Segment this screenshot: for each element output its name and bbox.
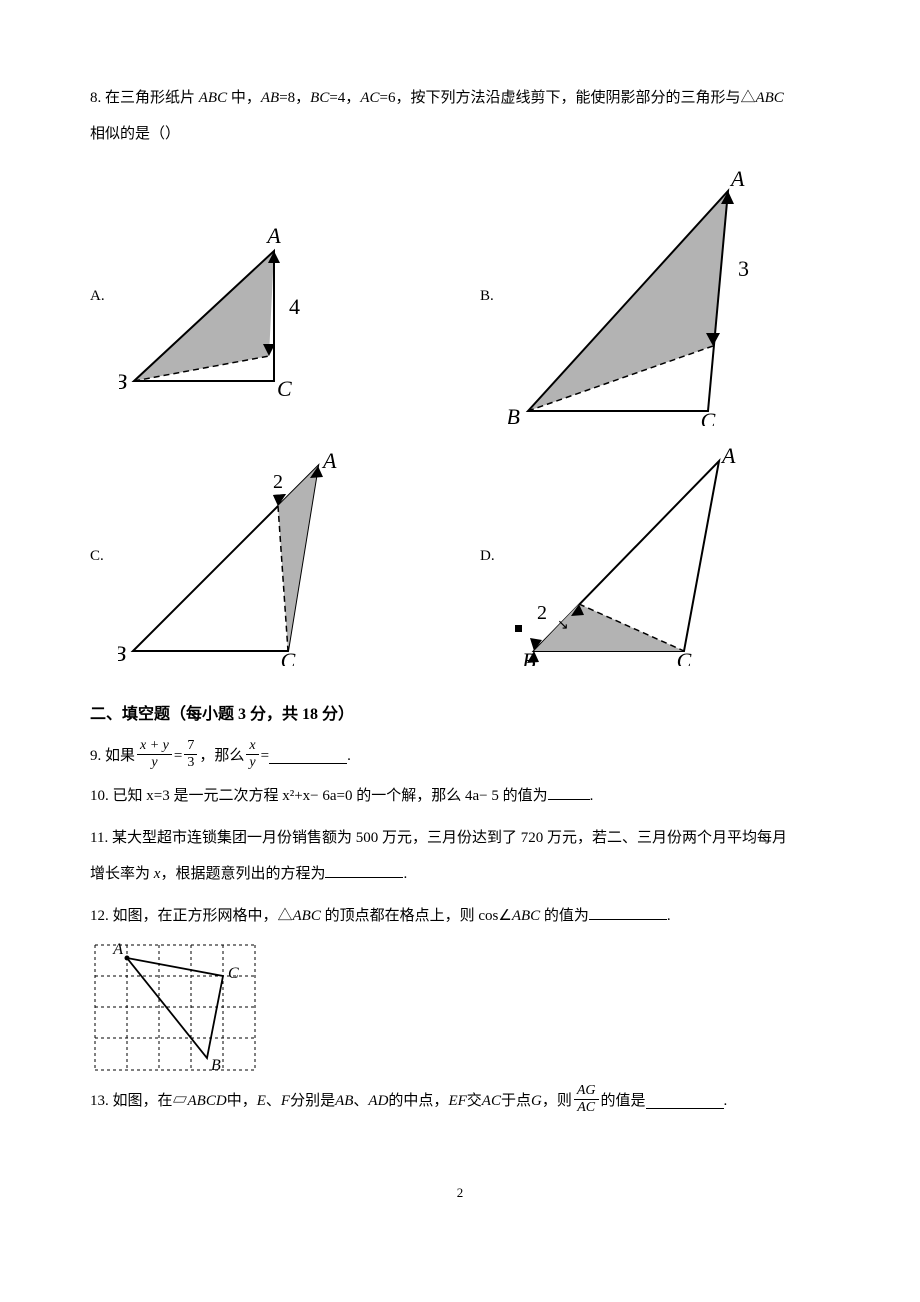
svg-text:C: C bbox=[277, 376, 292, 396]
blank-10 bbox=[548, 784, 590, 800]
q8-options: A. A B C 4 B. A B C 3 C. bbox=[90, 166, 830, 666]
svg-text:B: B bbox=[508, 404, 520, 426]
frac-1: x + y y bbox=[137, 738, 172, 770]
svg-text:2: 2 bbox=[273, 471, 283, 493]
question-13: 13. 如图，在▱ABCD 中，E、F 分别是 AB、AD 的中点，EF 交 A… bbox=[90, 1085, 830, 1117]
question-9: 9. 如果 x + y y = 7 3 ，那么 x y = . bbox=[90, 740, 830, 772]
marker-dot bbox=[515, 625, 522, 632]
svg-text:↘: ↘ bbox=[557, 618, 569, 633]
q8-text: 8. 在三角形纸片 ABC 中，AB=8，BC=4，AC=6，按下列方法沿虚线剪… bbox=[90, 90, 784, 106]
blank-13 bbox=[646, 1093, 724, 1109]
figure-c: 2 A B C bbox=[118, 446, 338, 666]
section-2-title: 二、填空题（每小题 3 分，共 18 分） bbox=[90, 696, 830, 734]
frac-13: AG AC bbox=[574, 1083, 599, 1115]
question-12: 12. 如图，在正方形网格中，△ABC 的顶点都在格点上，则 cos∠ABC 的… bbox=[90, 898, 830, 934]
svg-text:B: B bbox=[118, 641, 126, 666]
svg-text:B: B bbox=[211, 1057, 221, 1074]
svg-text:A: A bbox=[112, 941, 123, 958]
figure-b: A B C 3 bbox=[508, 166, 768, 426]
figure-a: A B C 4 bbox=[119, 196, 309, 396]
blank-9 bbox=[269, 748, 347, 764]
page-number: 2 bbox=[90, 1177, 830, 1208]
question-8: 8. 在三角形纸片 ABC 中，AB=8，BC=4，AC=6，按下列方法沿虚线剪… bbox=[90, 80, 830, 152]
option-b: B. A B C 3 bbox=[480, 166, 830, 426]
option-c-label: C. bbox=[90, 538, 104, 574]
question-11: 11. 某大型超市连锁集团一月份销售额为 500 万元，三月份达到了 720 万… bbox=[90, 820, 830, 892]
option-a-label: A. bbox=[90, 278, 105, 314]
svg-text:3: 3 bbox=[738, 256, 749, 281]
figure-12: A C B bbox=[90, 940, 830, 1075]
option-d: D. 2 ↘ A B C bbox=[480, 446, 830, 666]
question-10: 10. 已知 x=3 是一元二次方程 x²+x− 6a=0 的一个解，那么 4a… bbox=[90, 778, 830, 814]
svg-text:A: A bbox=[729, 166, 745, 191]
frac-3: x y bbox=[246, 738, 258, 770]
svg-text:A: A bbox=[265, 223, 281, 248]
figure-d: 2 ↘ A B C bbox=[509, 446, 739, 666]
svg-text:A: A bbox=[321, 448, 337, 473]
svg-text:4: 4 bbox=[289, 294, 300, 319]
svg-text:C: C bbox=[280, 648, 295, 666]
option-d-label: D. bbox=[480, 538, 495, 574]
svg-text:A: A bbox=[720, 446, 736, 468]
svg-text:C: C bbox=[228, 965, 239, 982]
option-b-label: B. bbox=[480, 278, 494, 314]
svg-text:C: C bbox=[700, 408, 715, 426]
svg-text:2: 2 bbox=[537, 602, 547, 624]
frac-2: 7 3 bbox=[184, 738, 197, 770]
svg-text:C: C bbox=[676, 648, 691, 666]
svg-text:B: B bbox=[522, 648, 535, 666]
option-c: C. 2 A B C bbox=[90, 446, 440, 666]
blank-11 bbox=[325, 862, 403, 878]
q8-text2: 相似的是（） bbox=[90, 126, 180, 142]
blank-12 bbox=[589, 904, 667, 920]
option-a: A. A B C 4 bbox=[90, 166, 440, 426]
svg-text:B: B bbox=[119, 369, 127, 394]
